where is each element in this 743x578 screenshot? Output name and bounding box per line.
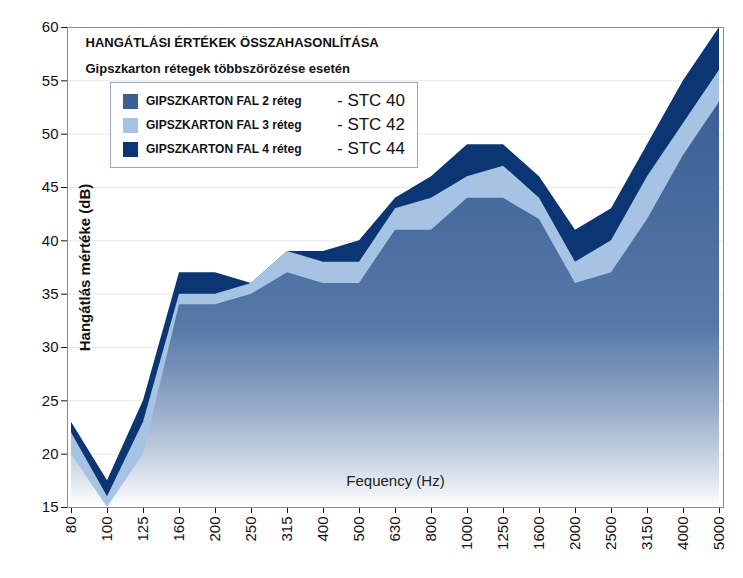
svg-text:1250: 1250 bbox=[494, 517, 511, 550]
svg-text:400: 400 bbox=[314, 517, 331, 542]
svg-text:1000: 1000 bbox=[458, 517, 475, 550]
svg-text:100: 100 bbox=[98, 517, 115, 542]
svg-text:35: 35 bbox=[42, 285, 59, 302]
svg-text:60: 60 bbox=[42, 18, 59, 35]
html-text:GIPSZKARTON FAL 4 réteg: GIPSZKARTON FAL 4 réteg bbox=[146, 142, 302, 156]
svg-text:Gipszkarton rétegek többszöröz: Gipszkarton rétegek többszörözése esetén bbox=[86, 61, 350, 76]
svg-text:55: 55 bbox=[42, 72, 59, 89]
svg-text:500: 500 bbox=[350, 517, 367, 542]
svg-text:160: 160 bbox=[170, 517, 187, 542]
svg-text:800: 800 bbox=[422, 517, 439, 542]
svg-text:125: 125 bbox=[134, 517, 151, 542]
svg-text:5000: 5000 bbox=[710, 517, 727, 550]
svg-text:20: 20 bbox=[42, 445, 59, 462]
svg-text:Fequency (Hz): Fequency (Hz) bbox=[346, 472, 444, 489]
html-text:GIPSZKARTON FAL 3 réteg: GIPSZKARTON FAL 3 réteg bbox=[146, 118, 302, 132]
svg-text:630: 630 bbox=[386, 517, 403, 542]
html-text:GIPSZKARTON FAL 2 réteg: GIPSZKARTON FAL 2 réteg bbox=[146, 94, 302, 108]
svg-text:200: 200 bbox=[206, 517, 223, 542]
svg-text:15: 15 bbox=[42, 498, 59, 515]
svg-text:315: 315 bbox=[278, 517, 295, 542]
svg-text:1600: 1600 bbox=[530, 517, 547, 550]
html-text:- STC 42: - STC 42 bbox=[337, 115, 405, 134]
svg-text:250: 250 bbox=[242, 517, 259, 542]
svg-text:3150: 3150 bbox=[638, 517, 655, 550]
svg-text:50: 50 bbox=[42, 125, 59, 142]
svg-text:2500: 2500 bbox=[602, 517, 619, 550]
svg-text:30: 30 bbox=[42, 338, 59, 355]
html-text:- STC 40: - STC 40 bbox=[337, 91, 405, 110]
html-text:- STC 44: - STC 44 bbox=[337, 139, 405, 158]
svg-text:80: 80 bbox=[62, 517, 79, 534]
svg-text:Hangátlás mértéke (dB): Hangátlás mértéke (dB) bbox=[76, 184, 93, 352]
svg-text:40: 40 bbox=[42, 232, 59, 249]
svg-text:45: 45 bbox=[42, 178, 59, 195]
svg-text:25: 25 bbox=[42, 392, 59, 409]
svg-text:4000: 4000 bbox=[674, 517, 691, 550]
svg-text:HANGÁTLÁSI ÉRTÉKEK ÖSSZAHASONL: HANGÁTLÁSI ÉRTÉKEK ÖSSZAHASONLÍTÁSA bbox=[86, 35, 380, 50]
svg-text:2000: 2000 bbox=[566, 517, 583, 550]
